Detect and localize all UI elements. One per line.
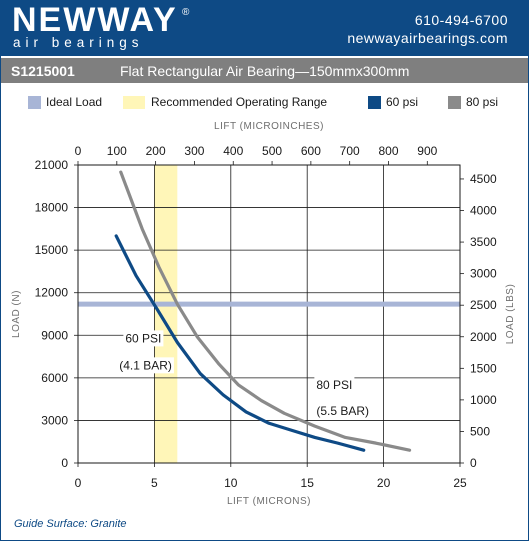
annotation-bg: [123, 330, 164, 347]
y-tick-label: 6000: [41, 371, 68, 385]
y-axis-title: LOAD (N): [11, 290, 22, 338]
legend-label-ideal-load: Ideal Load: [46, 95, 103, 109]
registered-mark: ®: [182, 7, 190, 18]
curve-annotation: 60 PSI: [125, 331, 161, 345]
x2-tick-label: 100: [107, 144, 127, 158]
y2-tick-label: 1000: [470, 393, 497, 407]
legend-label-80psi: 80 psi: [466, 95, 499, 109]
x2-tick-label: 900: [417, 144, 437, 158]
legend-swatch-60psi: [368, 96, 381, 109]
y2-tick-label: 500: [470, 424, 490, 438]
website-link[interactable]: newwayairbearings.com: [347, 30, 508, 46]
brand-logo: NEWWAY: [12, 1, 178, 39]
y2-tick-label: 2000: [470, 330, 497, 344]
curve-annotation: (4.1 BAR): [119, 358, 172, 372]
guide-surface-note: Guide Surface: Granite: [14, 518, 127, 530]
x2-tick-label: 200: [146, 144, 166, 158]
y2-tick-label: 4500: [470, 172, 497, 186]
x-tick-label: 15: [301, 476, 315, 490]
y-tick-label: 0: [61, 456, 68, 470]
product-name: Flat Rectangular Air Bearing—150mmx300mm: [120, 63, 410, 79]
series-line-60-psi: [114, 234, 366, 452]
y2-axis-title: LOAD (LBS): [505, 284, 516, 345]
y2-tick-label: 0: [470, 456, 477, 470]
y2-tick-label: 4000: [470, 204, 497, 218]
annotation-bg: [314, 377, 355, 394]
x2-tick-label: 700: [340, 144, 360, 158]
phone-number: 610-494-6700: [414, 12, 508, 28]
product-title-bar: S1215001 Flat Rectangular Air Bearing—15…: [1, 58, 528, 83]
x-tick-label: 25: [453, 476, 467, 490]
y-tick-label: 21000: [35, 158, 69, 172]
header-bar: NEWWAY ® air bearings 610-494-6700 newwa…: [1, 1, 528, 56]
model-number: S1215001: [11, 63, 75, 79]
x2-axis-title: LIFT (MICROINCHES): [214, 121, 324, 132]
series-line-80-psi: [119, 170, 412, 452]
legend-label-60psi: 60 psi: [386, 95, 419, 109]
y2-tick-label: 2500: [470, 298, 497, 312]
x2-tick-label: 500: [262, 144, 282, 158]
legend-swatch-ideal-load: [28, 96, 41, 109]
x-tick-label: 10: [224, 476, 238, 490]
brand-tagline: air bearings: [13, 35, 144, 50]
annotation-bg: [117, 357, 174, 374]
plot-frame: [77, 164, 461, 464]
legend-label-recommended-range: Recommended Operating Range: [151, 95, 328, 109]
y-tick-label: 18000: [35, 201, 69, 215]
x-tick-label: 0: [75, 476, 82, 490]
y-tick-label: 3000: [41, 413, 68, 427]
y-tick-label: 12000: [35, 286, 69, 300]
y-tick-label: 15000: [35, 243, 69, 257]
y-tick-label: 9000: [41, 328, 68, 342]
legend-swatch-recommended-range: [123, 96, 145, 109]
x-tick-label: 5: [151, 476, 158, 490]
y2-tick-label: 3500: [470, 235, 497, 249]
x-axis-title: LIFT (MICRONS): [227, 496, 311, 507]
x2-tick-label: 0: [75, 144, 82, 158]
y2-tick-label: 1500: [470, 361, 497, 375]
y2-tick-label: 3000: [470, 267, 497, 281]
x2-tick-label: 400: [223, 144, 243, 158]
x2-tick-label: 600: [301, 144, 321, 158]
x-tick-label: 20: [377, 476, 391, 490]
x2-tick-label: 800: [378, 144, 398, 158]
curve-annotation: (5.5 BAR): [316, 404, 369, 418]
annotation-bg: [314, 402, 372, 419]
curve-annotation: 80 PSI: [316, 378, 352, 392]
recommended-range-band: [154, 165, 178, 463]
legend-swatch-80psi: [448, 96, 461, 109]
x2-tick-label: 300: [184, 144, 204, 158]
